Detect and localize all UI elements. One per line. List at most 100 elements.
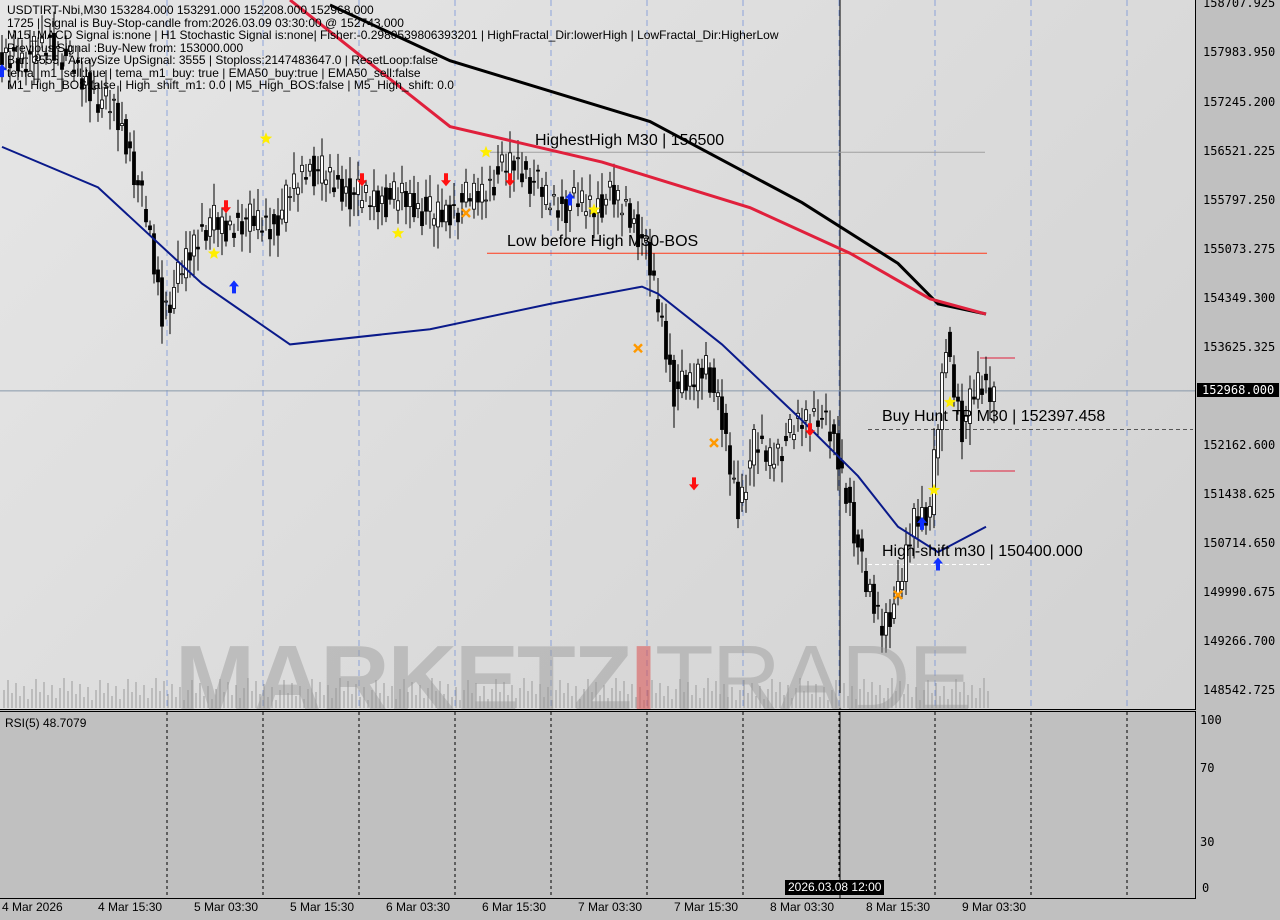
candle-body [496,166,500,175]
candle-body [364,184,368,193]
candle-body [428,196,432,212]
price-tick-label: 155797.250 [1203,192,1276,207]
candle-body [12,47,16,52]
candle-body [132,151,136,186]
candle-body [660,315,664,318]
up-arrow-icon [565,192,575,206]
candle-body [636,214,640,248]
candle-body [28,51,32,55]
candle-body [392,181,396,200]
down-arrow-icon [357,173,367,187]
candle-body [948,331,952,357]
candle-body [128,141,132,149]
candle-body [480,183,484,203]
candle-body [556,210,560,218]
candle-body [312,155,316,187]
candle-body [956,396,960,402]
time-tick-label: 5 Mar 15:30 [290,900,355,914]
candle-body [804,409,808,421]
info-line-bos: M1_High_BOS:false | High_shift_m1: 0.0 |… [7,78,454,92]
time-tick-label: 4 Mar 15:30 [98,900,163,914]
candle-body [744,491,748,500]
current-price-label: 152968.000 [1197,383,1280,397]
price-tick-label: 150714.650 [1203,536,1276,551]
candle-body [384,187,388,218]
price-tick-label: 156521.225 [1203,143,1276,158]
candle-body [768,447,772,466]
up-arrow-icon [917,516,927,530]
rsi-level-100: 100 [1200,713,1222,727]
candle-body [156,269,160,283]
candle-body [952,364,956,398]
candle-body [112,98,116,101]
candle-body [380,195,384,204]
candle-body [316,169,320,172]
candle-body [72,69,76,73]
candle-body [876,604,880,607]
time-tick-label: 5 Mar 03:30 [194,900,259,914]
candle-body [960,400,964,443]
candle-body [284,184,288,223]
candle-body [320,155,324,184]
candle-body [724,412,728,434]
candle-body [356,178,360,195]
candle-body [264,215,268,218]
time-tick-label: 8 Mar 03:30 [770,900,835,914]
candle-body [40,36,44,44]
candle-body [16,58,20,72]
candle-body [872,583,876,614]
candle-body [712,367,716,393]
candle-body [972,396,976,400]
candle-body [272,214,276,225]
candle-body [168,304,172,313]
price-tick-label: 152162.600 [1203,438,1276,453]
price-tick-label: 158707.925 [1203,0,1276,10]
candle-body [572,187,576,194]
candle-body [476,191,480,203]
candle-body [668,354,672,365]
rsi-pane[interactable]: RSI(5) 48.7079 [0,711,1196,899]
candle-body [244,217,248,220]
cross-icon [893,590,903,600]
candle-body [604,198,608,206]
candle-body [716,392,720,398]
candle-body [860,538,864,552]
candle-body [308,163,312,172]
candle-body [936,429,940,459]
candle-body [504,170,508,173]
candle-body [912,508,916,538]
candle-body [680,370,684,394]
candle-body [448,204,452,226]
price-chart-pane[interactable]: MARKETZITRADE USDTIRT-Nbi,M30 153284.000… [0,0,1196,710]
candle-body [52,33,56,61]
candle-body [688,372,692,387]
candle-body [552,194,556,197]
candle-body [180,273,184,276]
candle-body [980,388,984,395]
crosshair-time-label: 2026.03.08 12:00 [785,880,885,895]
candle-body [864,570,868,593]
candle-body [832,424,836,434]
candle-body [376,190,380,213]
candle-body [232,232,236,238]
candle-body [36,54,40,62]
candle-body [268,229,272,240]
candle-body [736,481,740,520]
candle-body [672,359,676,407]
candle-body [924,507,928,526]
candle-body [452,204,456,206]
candle-body [88,72,92,102]
time-tick-label: 8 Mar 15:30 [866,900,931,914]
candle-body [548,207,552,211]
candle-body [904,544,908,582]
candle-body [324,179,328,185]
candle-body [464,181,468,203]
candle-body [352,192,356,195]
moving-average-line [289,0,987,316]
candle-body [0,52,4,66]
candle-body [628,203,632,228]
candle-body [140,180,144,186]
candle-body [420,211,424,227]
candle-body [760,435,764,440]
up-arrow-icon [933,557,943,571]
